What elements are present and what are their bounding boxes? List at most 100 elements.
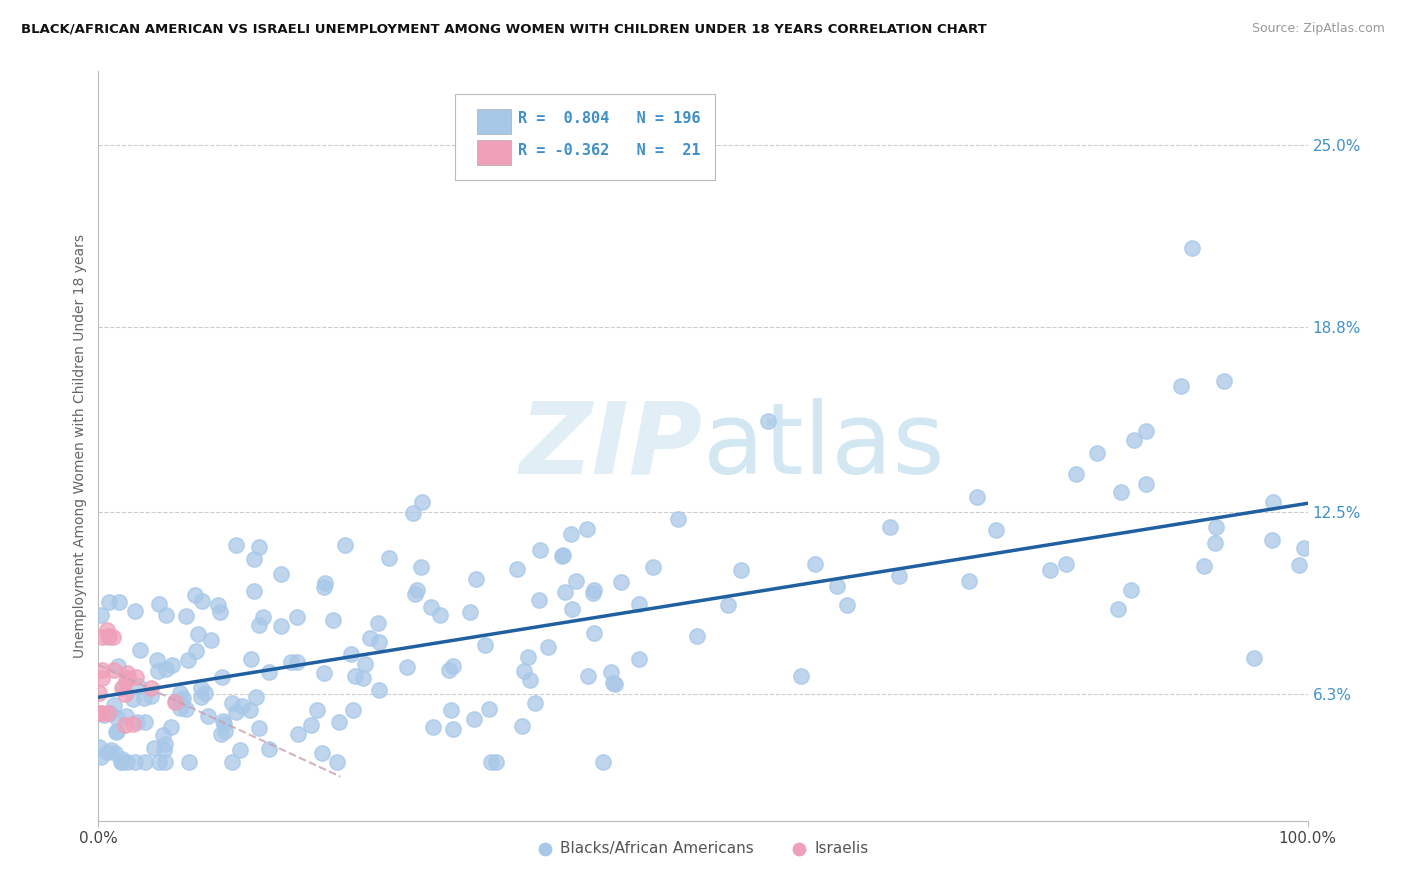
Point [98,706,121,720]
Point [344,669,367,683]
Point [523,696,546,710]
Point [90,607,112,622]
Point [1119,583,1142,598]
Point [352,671,374,685]
Point [221,755,243,769]
Point [117,671,139,685]
Point [516,649,538,664]
Point [1123,433,1146,447]
Point [107,594,129,608]
Point [190,594,212,608]
Text: ZIP: ZIP [520,398,703,494]
Point [1181,241,1204,255]
Point [146,665,169,679]
Point [270,566,292,581]
Point [141,681,163,695]
Point [326,755,349,769]
Point [285,655,308,669]
Point [90,749,112,764]
Point [1261,495,1284,509]
Point [96,745,118,759]
Point [114,687,136,701]
Point [243,583,266,598]
Point [110,755,132,769]
Point [89,686,111,700]
Point [91,663,114,677]
Point [463,712,485,726]
Point [169,686,191,700]
Point [101,630,124,644]
Point [353,657,375,672]
Point [510,719,533,733]
Legend: Blacks/African Americans, Israelis: Blacks/African Americans, Israelis [531,835,875,862]
Point [97,630,120,644]
Point [112,681,135,695]
Point [1170,379,1192,393]
Point [229,743,252,757]
Point [165,694,187,708]
Point [1135,477,1157,491]
Point [411,494,433,508]
Point [122,716,145,731]
Point [91,706,114,721]
Point [231,699,253,714]
Point [197,708,219,723]
Point [245,690,267,704]
Point [225,538,247,552]
Point [561,602,583,616]
Point [104,746,127,760]
Point [1135,425,1157,439]
Point [527,593,550,607]
Point [252,609,274,624]
Point [368,635,391,649]
Point [402,506,425,520]
Point [184,587,207,601]
Point [730,563,752,577]
Point [207,598,229,612]
Point [214,724,236,739]
Point [124,604,146,618]
Point [287,610,309,624]
Point [114,708,136,723]
Point [239,703,262,717]
Point [110,681,132,695]
Point [97,706,120,720]
Point [105,724,128,739]
Text: atlas: atlas [703,398,945,494]
Point [582,582,605,597]
Point [146,653,169,667]
Point [437,663,460,677]
Point [529,542,551,557]
Point [190,681,212,696]
Point [211,670,233,684]
Point [441,722,464,736]
Point [115,673,138,688]
Text: BLACK/AFRICAN AMERICAN VS ISRAELI UNEMPLOYMENT AMONG WOMEN WITH CHILDREN UNDER 1: BLACK/AFRICAN AMERICAN VS ISRAELI UNEMPL… [21,22,987,36]
Point [93,708,115,723]
Point [717,598,740,612]
Point [190,690,212,704]
Point [605,677,627,691]
Point [441,659,464,673]
Point [551,549,574,563]
Point [155,607,177,622]
Point [96,623,118,637]
Point [405,583,427,598]
Point [477,702,499,716]
Point [411,559,433,574]
Point [225,706,247,720]
Point [628,598,651,612]
Point [169,701,191,715]
Point [305,703,328,717]
Point [335,538,357,552]
Point [105,711,128,725]
Point [117,755,139,769]
Point [377,550,399,565]
Point [257,665,280,679]
Point [1243,651,1265,665]
Point [299,718,322,732]
Point [114,718,136,732]
Point [422,720,444,734]
Point [1064,467,1087,482]
Point [465,572,488,586]
